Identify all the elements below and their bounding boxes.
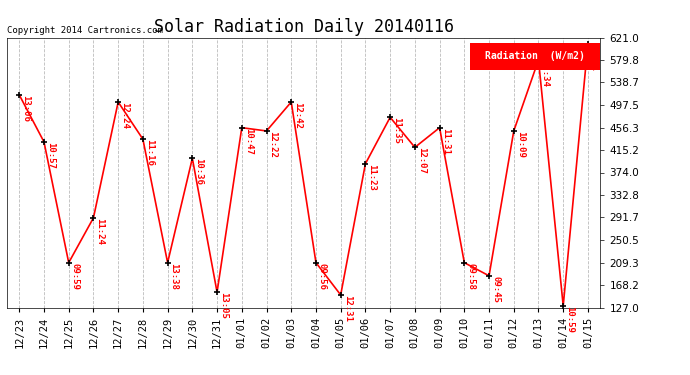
Text: 12:24: 12:24 <box>120 102 129 129</box>
Text: 09:58: 09:58 <box>466 262 475 290</box>
Text: Copyright 2014 Cartronics.com: Copyright 2014 Cartronics.com <box>7 26 163 35</box>
Text: 10:59: 10:59 <box>565 306 574 333</box>
Text: 10:57: 10:57 <box>46 142 55 169</box>
Text: 13:05: 13:05 <box>219 292 228 319</box>
Text: 10:09: 10:09 <box>515 131 524 158</box>
Text: 10:36: 10:36 <box>195 158 204 185</box>
Text: 12:31: 12:31 <box>343 295 352 322</box>
Title: Solar Radiation Daily 20140116: Solar Radiation Daily 20140116 <box>154 18 453 36</box>
Text: 09:45: 09:45 <box>491 276 500 303</box>
Text: 12:34: 12:34 <box>540 60 549 87</box>
Text: 13:38: 13:38 <box>170 262 179 290</box>
Text: 08:11: 08:11 <box>590 44 599 70</box>
Text: 11:31: 11:31 <box>442 128 451 154</box>
Text: 11:24: 11:24 <box>95 218 104 245</box>
Text: 10:47: 10:47 <box>244 128 253 154</box>
Text: 09:56: 09:56 <box>318 262 327 290</box>
Text: 12:22: 12:22 <box>268 131 277 158</box>
Text: 11:35: 11:35 <box>392 117 401 144</box>
Text: 11:23: 11:23 <box>367 164 376 190</box>
Text: 11:16: 11:16 <box>145 139 154 166</box>
Text: 13:06: 13:06 <box>21 95 30 122</box>
Text: 12:42: 12:42 <box>293 102 302 129</box>
Text: 12:07: 12:07 <box>417 147 426 174</box>
Text: 09:59: 09:59 <box>70 262 79 290</box>
